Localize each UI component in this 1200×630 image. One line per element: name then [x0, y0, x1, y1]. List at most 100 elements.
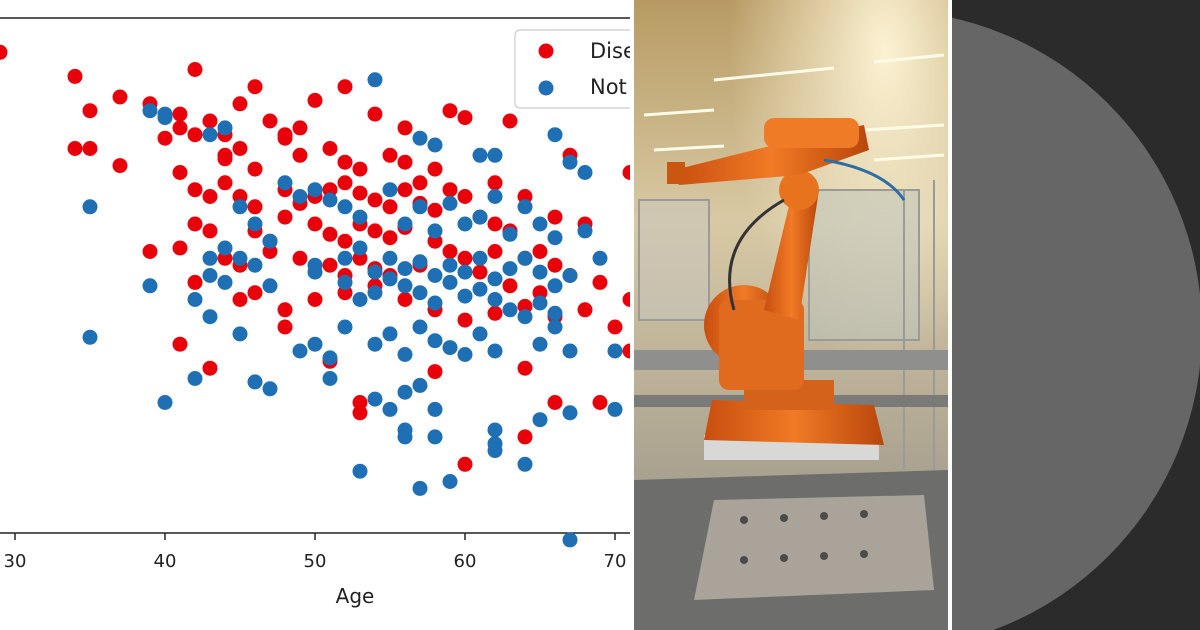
point-not-disease-71: [442, 274, 458, 290]
point-disease-111: [487, 305, 503, 321]
point-disease-1: [67, 68, 83, 84]
point-disease-71: [337, 233, 353, 249]
point-disease-117: [202, 360, 218, 376]
point-disease-70: [322, 226, 338, 242]
point-not-disease-100: [187, 371, 203, 386]
point-not-disease-107: [412, 377, 428, 393]
legend-disease-label: Disease: [590, 39, 630, 63]
point-disease-40: [517, 189, 533, 204]
point-not-disease-63: [307, 264, 323, 280]
point-not-disease-55: [547, 278, 563, 294]
scatter-chart-panel: 30 40 50 60 70 Age Disease Not Disease: [0, 17, 630, 608]
point-not-disease-84: [322, 350, 338, 366]
ceiling-lights-icon: [643, 53, 945, 162]
point-not-disease-51: [487, 271, 503, 287]
point-disease-123: [517, 360, 533, 376]
point-not-disease-1: [142, 103, 158, 119]
robot-arm-photo: [634, 0, 948, 630]
point-disease-68: [277, 209, 293, 225]
point-not-disease-20: [337, 199, 353, 215]
point-disease-35: [382, 147, 398, 163]
point-not-disease-8: [547, 127, 563, 143]
point-not-disease-115: [427, 429, 443, 445]
x-tick-label-70: 70: [604, 551, 627, 572]
point-disease-2: [187, 62, 203, 77]
point-disease-55: [367, 192, 383, 208]
point-disease-73: [367, 223, 383, 239]
point-disease-87: [262, 244, 278, 259]
x-tick-label-40: 40: [154, 551, 177, 572]
point-not-disease-19: [322, 192, 338, 208]
point-not-disease-73: [472, 281, 488, 297]
point-not-disease-6: [472, 147, 488, 163]
point-not-disease-103: [322, 371, 338, 386]
point-disease-127: [457, 456, 473, 472]
point-disease-31: [292, 147, 308, 163]
point-not-disease-7: [487, 147, 503, 163]
point-not-disease-41: [337, 250, 353, 266]
point-not-disease-52: [502, 261, 518, 277]
point-disease-78: [457, 250, 473, 266]
point-disease-118: [277, 319, 293, 335]
point-not-disease-27: [457, 216, 473, 232]
point-not-disease-29: [487, 189, 503, 204]
point-not-disease-99: [157, 395, 173, 410]
point-not-disease-60: [202, 268, 218, 283]
point-disease-124: [547, 395, 563, 410]
point-disease-81: [532, 244, 548, 259]
point-not-disease-15: [247, 216, 263, 232]
point-not-disease-14: [232, 199, 248, 215]
point-not-disease-47: [427, 268, 443, 283]
point-disease-131: [292, 120, 308, 136]
point-not-disease-64: [337, 274, 353, 290]
point-not-disease-31: [517, 199, 533, 215]
point-not-disease-38: [247, 257, 263, 273]
point-disease-79: [487, 244, 503, 259]
legend: Disease Not Disease: [514, 29, 630, 109]
point-not-disease-48: [442, 257, 458, 273]
point-not-disease-66: [367, 285, 383, 301]
point-disease-105: [307, 292, 323, 307]
point-not-disease-21: [352, 209, 368, 225]
panel-divider: [630, 0, 634, 630]
point-disease-62: [487, 216, 503, 232]
point-disease-24: [157, 130, 173, 146]
point-not-disease-65: [352, 292, 368, 307]
x-tick-label-60: 60: [454, 551, 477, 572]
point-not-disease-90: [427, 333, 443, 349]
legend-not-disease-label: Not Disease: [590, 75, 630, 99]
point-not-disease-89: [412, 319, 428, 335]
point-not-disease-59: [187, 292, 203, 307]
point-not-disease-53: [517, 250, 533, 266]
point-disease-29: [262, 113, 278, 129]
point-not-disease-114: [397, 429, 413, 445]
point-not-disease-109: [487, 422, 503, 438]
point-disease-28: [232, 141, 248, 156]
point-disease-120: [352, 395, 368, 410]
decorative-circle-panel: [952, 0, 1200, 630]
point-not-disease-75: [502, 302, 518, 318]
point-not-disease-119: [562, 532, 578, 548]
point-disease-96: [502, 278, 518, 294]
point-not-disease-88: [397, 347, 413, 362]
point-disease-52: [322, 182, 338, 198]
point-disease-126: [622, 343, 630, 359]
point-not-disease-77: [532, 295, 548, 311]
point-disease-26: [187, 127, 203, 143]
point-disease-104: [277, 302, 293, 318]
point-not-disease-70: [427, 295, 443, 311]
point-not-disease-46: [412, 254, 428, 270]
point-not-disease-18: [307, 182, 323, 198]
point-not-disease-76: [517, 309, 533, 325]
point-disease-4: [112, 89, 128, 105]
point-disease-57: [397, 182, 413, 198]
point-disease-110: [457, 312, 473, 328]
point-disease-76: [427, 233, 443, 249]
point-not-disease-32: [532, 216, 548, 232]
point-not-disease-61: [217, 274, 233, 290]
point-not-disease-5: [427, 137, 443, 153]
point-not-disease-78: [547, 305, 563, 321]
point-disease-97: [532, 285, 548, 301]
point-not-disease-35: [202, 250, 218, 266]
point-not-disease-62: [262, 278, 278, 294]
